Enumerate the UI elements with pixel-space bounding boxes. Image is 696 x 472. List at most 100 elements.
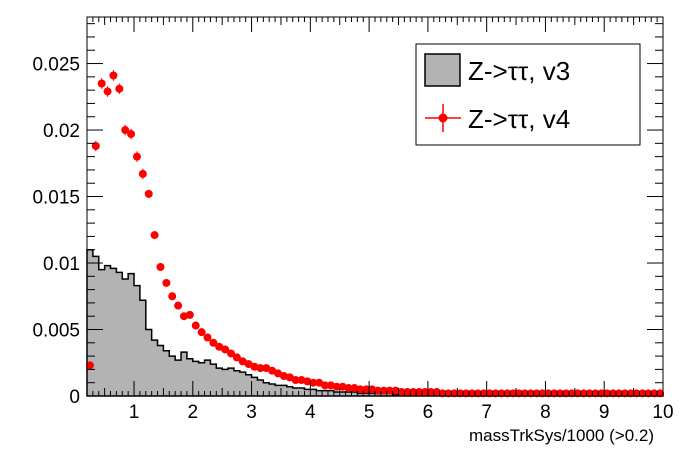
v4-point — [567, 389, 576, 398]
v4-point — [650, 389, 659, 398]
v4-point — [585, 389, 594, 398]
v4-point — [479, 389, 488, 398]
v4-point — [344, 384, 353, 393]
v4-point — [109, 71, 118, 80]
v4-point — [209, 338, 218, 347]
v4-point — [232, 353, 241, 362]
v4-point — [203, 333, 212, 342]
v4-point — [362, 385, 371, 394]
v4-point — [520, 389, 529, 398]
axes: 1 2 3 4 5 6 7 8 9 10 0 0.005 0.01 0.015 0.02 0.025 — [32, 16, 674, 423]
x-tick-label: 9 — [599, 402, 610, 423]
v4-point — [332, 382, 341, 391]
y-tick-label: 0.025 — [32, 55, 80, 76]
v4-point — [532, 389, 541, 398]
x-tick-label: 10 — [652, 402, 673, 423]
v4-point — [144, 189, 153, 198]
v4-point — [385, 386, 394, 395]
v4-point — [450, 389, 459, 398]
v4-point — [191, 321, 200, 330]
x-tick-label: 2 — [188, 402, 199, 423]
v4-point — [620, 389, 629, 398]
v4-point — [373, 386, 382, 395]
v4-point — [397, 388, 406, 397]
y-tick-label: 0.015 — [32, 188, 80, 209]
v4-point — [456, 389, 465, 398]
v4-point — [638, 389, 647, 398]
y-tick-label: 0.01 — [43, 254, 80, 275]
v4-point — [103, 87, 112, 96]
legend: Z->ττ, v3 Z->ττ, v4 — [415, 43, 641, 146]
v4-point — [473, 389, 482, 398]
v4-point — [556, 389, 565, 398]
v4-point — [426, 388, 435, 397]
y-tick-label: 0.005 — [32, 321, 80, 342]
v4-point — [127, 130, 136, 139]
legend-label-v4: Z->ττ, v4 — [468, 104, 570, 134]
v4-point — [573, 389, 582, 398]
x-axis-label: massTrkSys/1000 (>0.2) — [469, 426, 654, 445]
v4-point — [150, 231, 159, 240]
v4-point — [438, 389, 447, 398]
v4-point — [614, 389, 623, 398]
v4-point — [420, 388, 429, 397]
v4-point — [591, 389, 600, 398]
v4-point — [409, 388, 418, 397]
v4-point — [221, 345, 230, 354]
v4-point — [515, 389, 523, 398]
v4-point — [256, 364, 265, 373]
v4-point — [168, 292, 177, 301]
v4-point — [526, 389, 535, 398]
v4-point — [503, 389, 512, 398]
v4-point — [85, 361, 94, 370]
v4-point — [174, 301, 183, 310]
v4-point — [444, 389, 453, 398]
v4-point — [467, 389, 476, 398]
legend-swatch-v3 — [424, 53, 461, 87]
x-tick-label: 7 — [481, 402, 492, 423]
v4-point — [91, 141, 100, 150]
v4-point — [579, 389, 588, 398]
v4-point — [597, 389, 606, 398]
v4-point — [462, 389, 471, 398]
v4-point — [626, 389, 635, 398]
v4-point — [97, 79, 106, 88]
v4-point — [538, 389, 547, 398]
v4-point — [485, 389, 494, 398]
v4-point — [115, 84, 124, 93]
x-tick-label: 3 — [246, 402, 257, 423]
v4-point — [356, 385, 365, 394]
v4-point — [156, 263, 165, 272]
v4-point — [491, 389, 500, 398]
v4-point — [509, 389, 518, 398]
v4-point — [309, 378, 318, 387]
series-v4-markers — [85, 70, 665, 398]
v4-point — [291, 376, 300, 385]
v4-point — [185, 310, 194, 319]
y-tick-label: 0.02 — [43, 121, 80, 142]
x-tick-label: 8 — [540, 402, 551, 423]
v4-point — [403, 388, 412, 397]
v4-point — [603, 389, 612, 398]
legend-marker-v4 — [438, 113, 448, 123]
v4-point — [132, 152, 141, 161]
v4-point — [227, 349, 235, 358]
legend-label-v3: Z->ττ, v3 — [468, 56, 570, 86]
x-tick-label: 5 — [364, 402, 375, 423]
v4-point — [609, 389, 618, 398]
v4-point — [197, 328, 206, 337]
v4-point — [138, 169, 147, 178]
v4-point — [415, 388, 424, 397]
v4-point — [644, 389, 653, 398]
x-tick-label: 1 — [129, 402, 140, 423]
v4-point — [550, 389, 559, 398]
x-tick-label: 6 — [423, 402, 434, 423]
v4-point — [656, 389, 665, 398]
v4-point — [379, 386, 388, 395]
y-tick-label: 0 — [69, 387, 80, 408]
v4-point — [162, 278, 171, 287]
v4-point — [562, 389, 571, 398]
x-tick-label: 4 — [305, 402, 316, 423]
v4-point — [544, 389, 553, 398]
